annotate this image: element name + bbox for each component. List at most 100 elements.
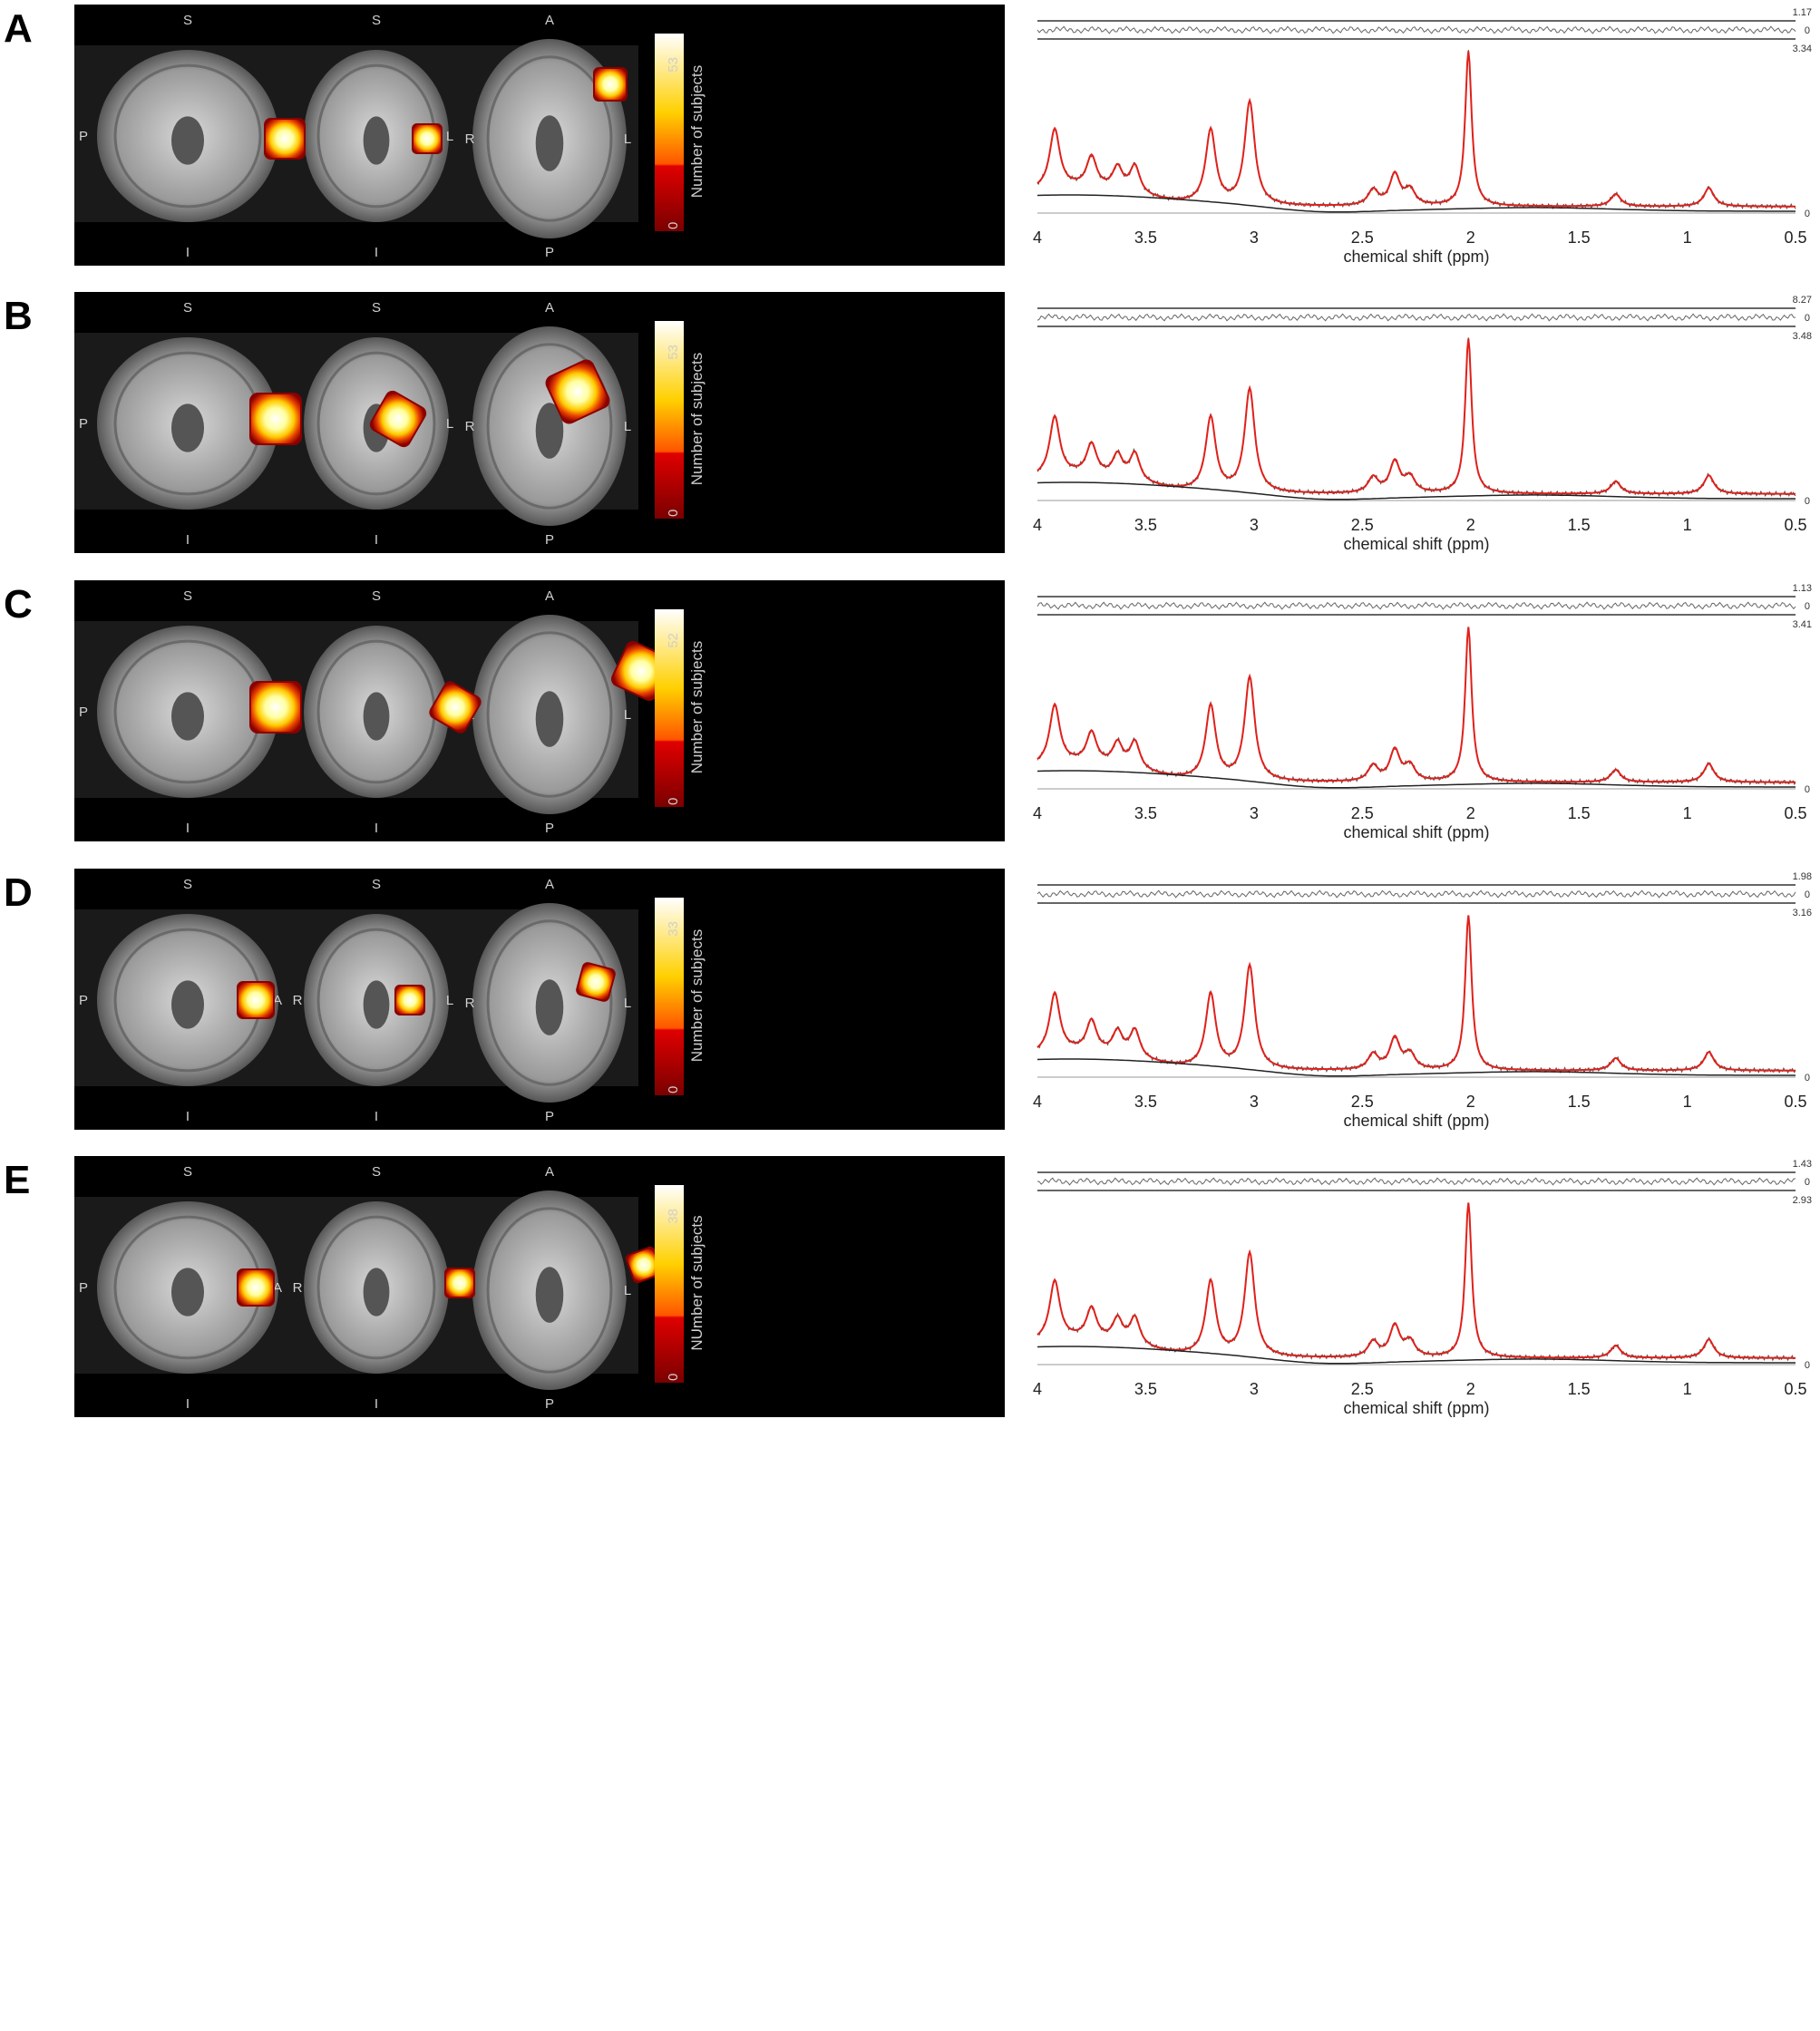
panel-letter-a: A <box>4 6 33 51</box>
mrs-spectrum-e: 1.43 0 2.93 0 4 3.5 3 2.5 2 1.5 1 0.5 chemical shift… <box>1025 1156 1814 1428</box>
spectrum-zero-label: 0 <box>1805 784 1810 795</box>
panel-letter-c: C <box>4 582 33 627</box>
coronal-right-label: L <box>446 129 453 144</box>
x-tick-label: 2 <box>1466 804 1475 822</box>
axial-left-label: R <box>465 996 475 1011</box>
fit-spectrum <box>1037 51 1796 208</box>
residual-scale-label: 1.17 <box>1793 7 1812 18</box>
spectrum-max-label: 3.16 <box>1793 908 1812 918</box>
x-axis-label: chemical shift (ppm) <box>1343 1112 1489 1130</box>
residual-trace <box>1037 20 1796 40</box>
fit-spectrum <box>1037 1202 1796 1359</box>
colorbar-min-label: 0 <box>666 510 681 517</box>
sagittal-voxel-heatmap <box>237 981 275 1019</box>
axial-bottom-label: P <box>545 1396 554 1412</box>
x-tick-label: 2.5 <box>1351 1093 1374 1111</box>
fit-spectrum <box>1037 915 1796 1072</box>
x-tick-label: 3 <box>1250 228 1259 247</box>
x-tick-label: 4 <box>1033 1093 1042 1111</box>
x-axis-label: chemical shift (ppm) <box>1343 535 1489 553</box>
colorbar-min-label: 0 <box>666 1374 681 1381</box>
axial-right-label: L <box>624 996 631 1011</box>
axial-voxel-heatmap <box>576 962 616 1002</box>
sagittal-view: S I P A <box>74 1164 288 1412</box>
colorbar: 52 0 Number of subjects <box>655 609 706 807</box>
spectrum-max-label: 3.34 <box>1793 44 1812 54</box>
coronal-bottom-label: I <box>375 532 378 548</box>
mrs-spectrum-c: 1.13 0 3.41 0 4 3.5 3 2.5 2 1.5 1 0.5 chemical shift… <box>1025 580 1814 852</box>
fit-spectrum <box>1037 627 1796 783</box>
x-tick-label: 0.5 <box>1784 804 1806 822</box>
sagittal-bottom-label: I <box>186 1396 190 1412</box>
axial-top-label: A <box>545 877 554 892</box>
coronal-voxel-heatmap <box>429 681 482 734</box>
x-tick-label: 1 <box>1683 804 1692 822</box>
mri-voxel-overlay-a: SIPASIRLAPRL530Number of subjects <box>74 5 1005 266</box>
x-tick-label: 1 <box>1683 1093 1692 1111</box>
axial-right-label: L <box>624 707 631 723</box>
sagittal-left-label: P <box>79 1280 88 1296</box>
x-tick-label: 0.5 <box>1784 1380 1806 1398</box>
sagittal-bottom-label: I <box>186 532 190 548</box>
colorbar-max-label: 38 <box>666 1209 681 1224</box>
x-tick-label: 1.5 <box>1568 516 1591 534</box>
axial-top-label: A <box>545 300 554 316</box>
mrs-spectrum-a: 1.17 0 3.34 0 4 3.5 3 2.5 2 1.5 1 0.5 chemical shift… <box>1025 5 1814 277</box>
residual-scale-label: 8.27 <box>1793 295 1812 306</box>
mri-voxel-overlay-d: S I P A S I R L A P R L 33 0 Number of subjects <box>74 869 1005 1130</box>
measured-spectrum <box>1037 50 1796 210</box>
measured-spectrum <box>1037 627 1796 786</box>
x-tick-label: 4 <box>1033 516 1042 534</box>
colorbar: 53 0 Number of subjects <box>655 34 706 231</box>
spectrum-zero-label: 0 <box>1805 1073 1810 1084</box>
residual-trace <box>1037 307 1796 327</box>
coronal-voxel-heatmap <box>444 1268 475 1298</box>
axial-right-label: L <box>624 419 631 434</box>
spectrum-max-label: 3.41 <box>1793 619 1812 630</box>
measured-spectrum <box>1037 916 1796 1074</box>
x-tick-label: 3.5 <box>1134 804 1157 822</box>
coronal-left-label: R <box>293 993 303 1008</box>
x-tick-label: 3.5 <box>1134 1380 1157 1398</box>
baseline-curve <box>1037 1346 1796 1365</box>
spectrum-max-label: 2.93 <box>1793 1195 1812 1206</box>
residual-zero-label: 0 <box>1805 25 1810 36</box>
x-axis-label: chemical shift (ppm) <box>1343 1399 1489 1417</box>
sagittal-right-label: A <box>273 993 282 1008</box>
coronal-top-label: S <box>372 13 381 28</box>
x-tick-label: 2 <box>1466 1093 1475 1111</box>
mri-voxel-overlay-e: SIPASIRLAPRL380NUmber of subjects <box>74 1156 1005 1417</box>
axial-left-label: R <box>465 419 475 434</box>
panel-letter-b: B <box>4 294 33 338</box>
colorbar-min-label: 0 <box>666 1086 681 1093</box>
colorbar-title: Number of subjects <box>688 641 706 773</box>
axial-voxel-heatmap <box>545 359 610 424</box>
x-tick-label: 1.5 <box>1568 1093 1591 1111</box>
sagittal-voxel-heatmap <box>249 393 302 445</box>
sagittal-view: S I P A <box>74 877 288 1124</box>
sagittal-top-label: S <box>183 300 192 316</box>
residual-zero-label: 0 <box>1805 1177 1810 1188</box>
colorbar-max-label: 53 <box>666 345 681 360</box>
sagittal-top-label: S <box>183 1164 192 1180</box>
colorbar-max-label: 52 <box>666 633 681 648</box>
mrs-spectrum-b: 8.27 0 3.48 0 4 3.5 3 2.5 2 1.5 1 0.5 chemical shift… <box>1025 292 1814 564</box>
colorbar-title: NUmber of subjects <box>688 1215 706 1350</box>
mrs-spectrum-d: 1.98 0 3.16 0 4 3.5 3 2.5 2 1.5 1 0.5 chemical shift… <box>1025 869 1814 1141</box>
axial-top-label: A <box>545 13 554 28</box>
coronal-bottom-label: I <box>375 245 378 260</box>
x-tick-label: 3 <box>1250 804 1259 822</box>
residual-zero-label: 0 <box>1805 313 1810 324</box>
x-tick-label: 1 <box>1683 516 1692 534</box>
mri-voxel-overlay-b: SIPASIRLAPRL530Number of subjects <box>74 292 1005 553</box>
axial-bottom-label: P <box>545 532 554 548</box>
sagittal-bottom-label: I <box>186 821 190 836</box>
x-tick-label: 1.5 <box>1568 228 1591 247</box>
spectrum-zero-label: 0 <box>1805 496 1810 507</box>
spectrum-max-label: 3.48 <box>1793 331 1812 342</box>
